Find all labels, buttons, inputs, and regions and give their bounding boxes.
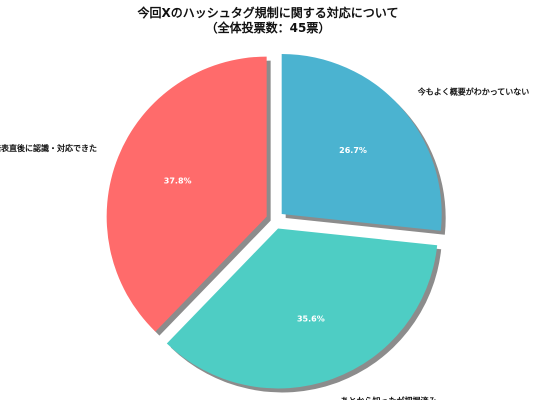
slice-percent-label: 26.7%: [339, 146, 367, 155]
slice-category-label: あとから知ったが把握済み: [341, 395, 437, 400]
slice-category-label: 発表直後に認識・対応できた: [0, 143, 97, 153]
chart-title-line-2: （全体投票数：45票）: [206, 20, 331, 35]
pie-slices: [106, 53, 442, 389]
pie-slice: [281, 53, 442, 231]
pie-slice: [106, 56, 267, 332]
chart-title-line-1: 今回Xのハッシュタグ規制に関する対応について: [137, 5, 399, 20]
slice-category-label: 今もよく概要がわかっていない: [417, 87, 530, 97]
pie-slice: [166, 228, 438, 389]
slice-percent-label: 35.6%: [297, 315, 325, 324]
pie-labels: 今もよく概要がわかっていない 26.7% あとから知ったが把握済み 35.6% 発表直後…: [0, 87, 529, 400]
slice-percent-label: 37.8%: [164, 177, 192, 186]
